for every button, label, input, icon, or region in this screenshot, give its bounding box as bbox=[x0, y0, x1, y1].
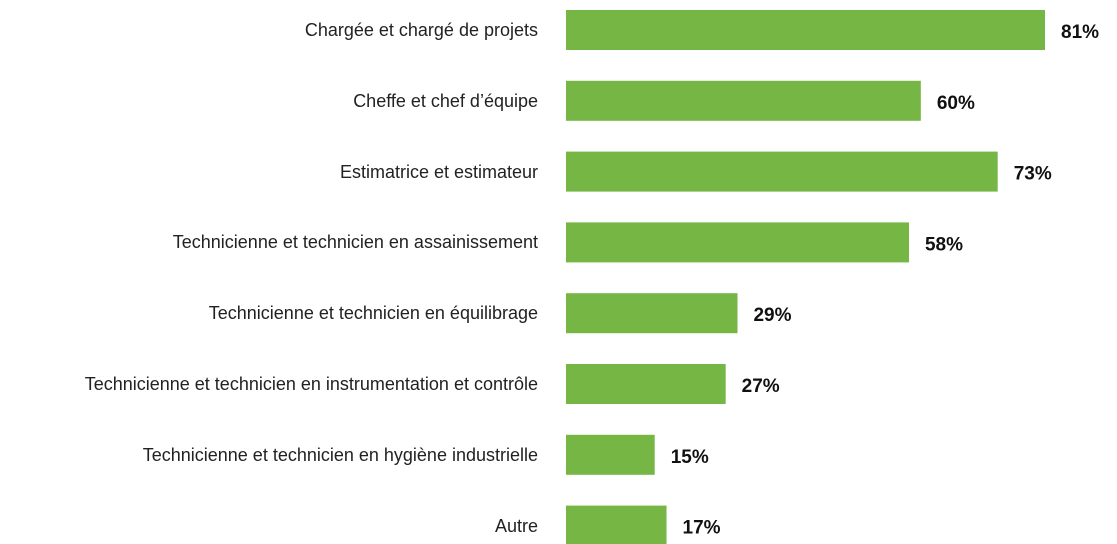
value-label: 29% bbox=[753, 305, 791, 326]
category-label: Technicienne et technicien en instrument… bbox=[84, 374, 538, 394]
value-label: 27% bbox=[742, 376, 780, 397]
bar bbox=[566, 10, 1045, 50]
category-label: Cheffe et chef d’équipe bbox=[353, 90, 538, 111]
category-label: Autre bbox=[494, 515, 538, 536]
category-label: Technicienne et technicien en hygiène in… bbox=[142, 444, 538, 465]
value-label: 73% bbox=[1014, 164, 1052, 185]
category-label: Technicienne et technicien en assainisse… bbox=[172, 232, 538, 253]
bar bbox=[566, 222, 909, 263]
value-label: 58% bbox=[925, 234, 963, 255]
value-label: 17% bbox=[683, 518, 721, 539]
bar bbox=[566, 364, 726, 404]
bar bbox=[566, 151, 998, 192]
category-label: Technicienne et technicien en équilibrag… bbox=[208, 303, 538, 324]
category-label: Estimatrice et estimateur bbox=[339, 161, 538, 182]
value-label: 81% bbox=[1061, 22, 1099, 43]
bar bbox=[566, 293, 738, 334]
category-label: Chargée et chargé de projets bbox=[304, 20, 538, 40]
bar bbox=[566, 505, 667, 544]
bar bbox=[566, 434, 655, 475]
bar bbox=[566, 80, 921, 121]
value-label: 15% bbox=[671, 447, 709, 468]
value-label: 60% bbox=[937, 93, 975, 114]
